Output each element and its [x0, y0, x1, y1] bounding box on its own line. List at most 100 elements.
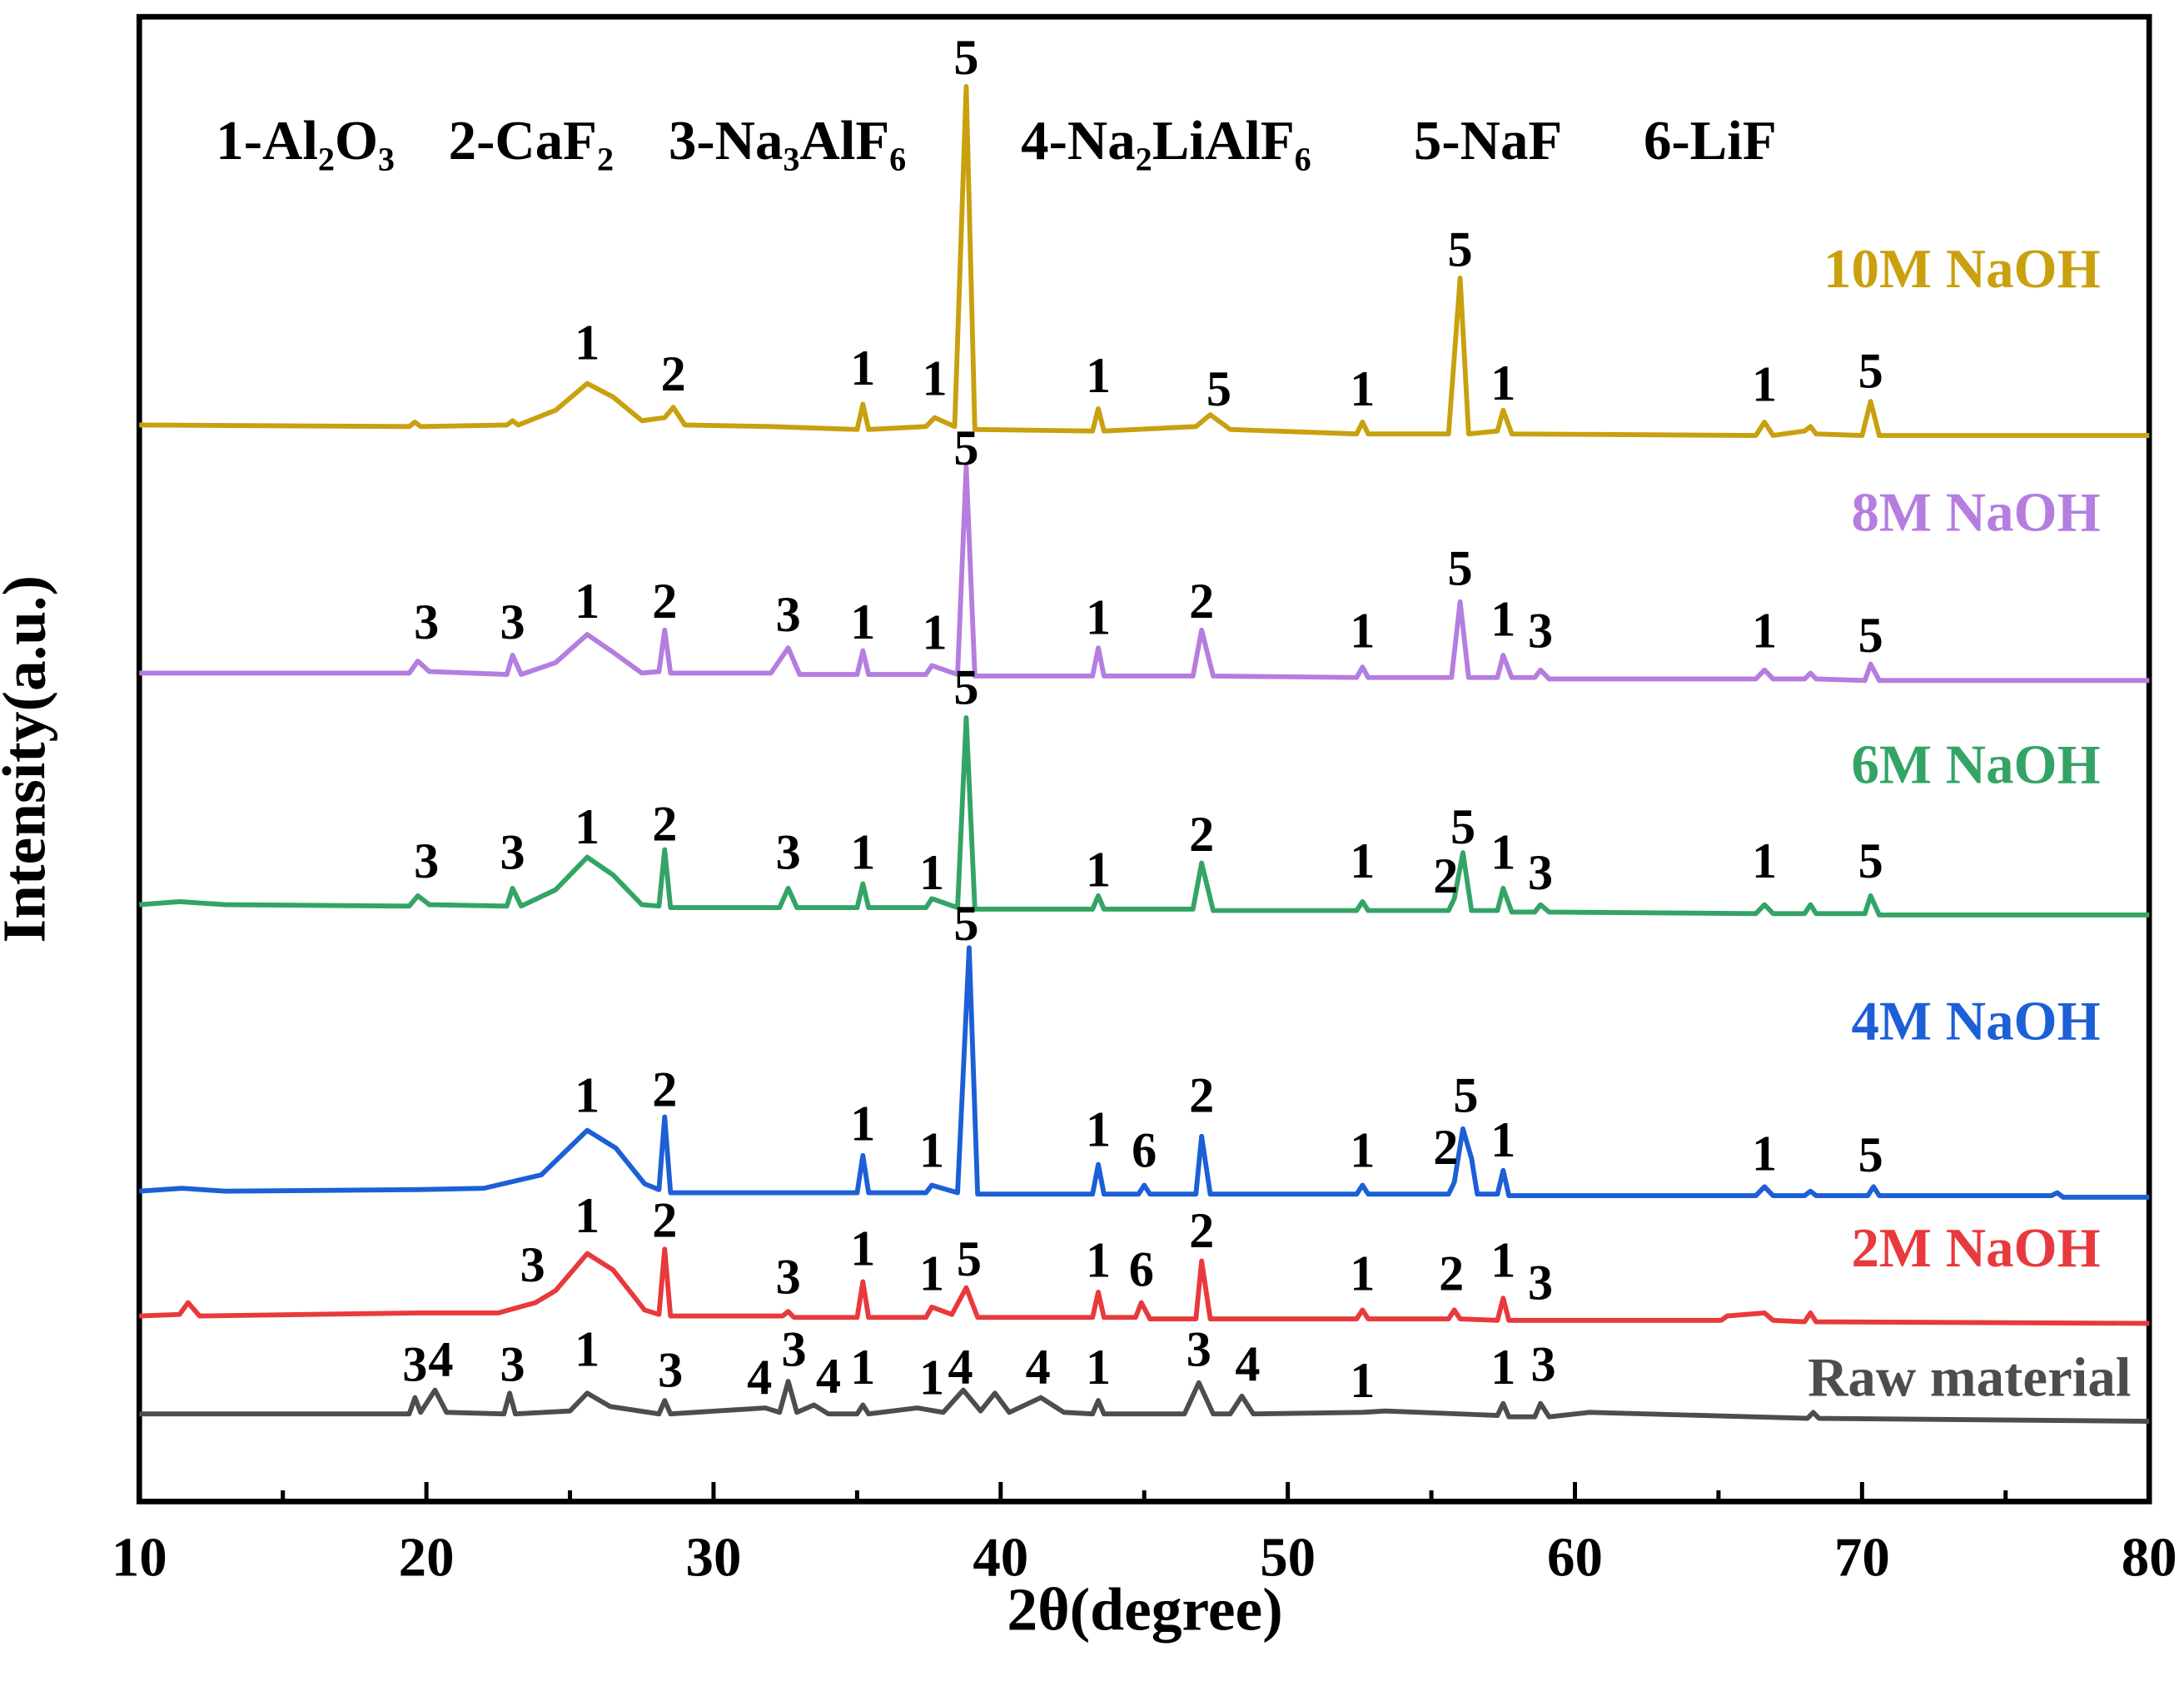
peak-label: 5: [953, 420, 978, 476]
peak-label: 6: [1132, 1123, 1157, 1179]
peak-label: 2: [652, 1193, 677, 1249]
peak-label: 1: [1350, 1123, 1375, 1179]
peak-label: 1: [1752, 357, 1777, 413]
series-label: 2M NaOH: [1851, 1217, 2100, 1279]
peak-label: 1: [850, 1340, 875, 1395]
peak-label: 1: [1350, 1353, 1375, 1409]
peak-label: 3: [1528, 1255, 1553, 1311]
peak-label: 1: [1086, 843, 1111, 898]
y-axis-title: Intensity(a.u.): [0, 575, 58, 943]
series-line: [139, 1246, 2150, 1326]
peak-label: 1: [1350, 361, 1375, 417]
peak-label: 1: [575, 1188, 599, 1244]
peak-label: 3: [776, 587, 801, 643]
peak-label: 1: [575, 574, 599, 629]
peak-label: 1: [575, 316, 599, 371]
peak-label: 5: [1206, 361, 1231, 417]
series-line: [139, 715, 2150, 918]
peak-label: 1: [1490, 1233, 1515, 1289]
peak-label: 2: [661, 346, 686, 402]
peak-label: 1: [1490, 1112, 1515, 1168]
series-label: 4M NaOH: [1851, 990, 2100, 1052]
peak-label: 1: [1752, 604, 1777, 659]
peak-label: 4: [747, 1350, 772, 1406]
peak-label: 2: [652, 796, 677, 852]
peak-label: 1: [1490, 1340, 1515, 1395]
peak-label: 5: [957, 1231, 982, 1287]
peak-label: 1: [1752, 833, 1777, 889]
peak-label: 1: [850, 824, 875, 880]
peak-label: 1: [850, 341, 875, 396]
x-tick-label: 70: [1834, 1526, 1890, 1588]
peak-label: 1: [922, 604, 947, 660]
peak-label: 1: [1490, 824, 1515, 880]
peak-label: 3: [781, 1322, 806, 1378]
peak-label: 5: [1858, 1127, 1883, 1183]
x-tick-label: 10: [112, 1526, 167, 1588]
peak-label: 1: [919, 1246, 944, 1302]
peak-label: 1: [1350, 604, 1375, 659]
peak-label: 4: [1235, 1337, 1260, 1393]
peak-label: 3: [500, 1337, 525, 1393]
peak-label: 1: [1752, 1126, 1777, 1181]
peak-label: 5: [1858, 608, 1883, 664]
peak-label: 1: [850, 594, 875, 650]
series-line: [139, 945, 2150, 1200]
peak-label: 2: [1189, 1203, 1214, 1259]
peak-label: 3: [1531, 1337, 1556, 1393]
peak-label: 4: [816, 1349, 841, 1405]
peak-label: 5: [1448, 221, 1473, 277]
peak-label: 4: [948, 1340, 973, 1395]
peak-label: 1: [850, 1221, 875, 1276]
peak-label: 1: [1086, 1102, 1111, 1158]
phase-key: 6-LiF: [1644, 110, 1777, 172]
peak-label: 1: [850, 1097, 875, 1152]
peak-label: 5: [1450, 799, 1475, 855]
series-line: [139, 84, 2150, 438]
peak-label: 1: [575, 799, 599, 855]
peak-label: 3: [1187, 1322, 1211, 1378]
series-label: 6M NaOH: [1851, 734, 2100, 796]
peak-label: 1: [1350, 833, 1375, 889]
peak-label: 4: [1026, 1340, 1051, 1395]
series-line: [139, 1379, 2150, 1424]
peak-label: 1: [575, 1322, 599, 1378]
peak-label: 1: [919, 1350, 944, 1406]
series-label: 8M NaOH: [1851, 482, 2100, 544]
series-label: Raw material: [1808, 1347, 2131, 1409]
peak-label: 4: [428, 1332, 453, 1388]
peak-label: 1: [1086, 1233, 1111, 1289]
x-tick-label: 40: [973, 1526, 1028, 1588]
peak-label: 3: [500, 824, 525, 880]
phase-key: 1-Al₂O₃: [216, 110, 395, 172]
peak-label: 1: [922, 351, 947, 406]
phase-key: 4-Na₂LiAlF₆: [1021, 110, 1311, 172]
x-tick-label: 50: [1260, 1526, 1316, 1588]
peak-label: 3: [414, 594, 439, 650]
peak-label: 3: [776, 1249, 801, 1305]
phase-key: 3-Na₃AlF₆: [669, 110, 906, 172]
peak-label: 1: [1490, 591, 1515, 647]
peak-label: 1: [1490, 356, 1515, 411]
x-tick-label: 60: [1547, 1526, 1603, 1588]
peak-label: 2: [1439, 1246, 1464, 1302]
x-axis-title: 2θ(degree): [1007, 1574, 1282, 1643]
peak-label: 3: [414, 833, 439, 889]
peak-label: 5: [1453, 1068, 1478, 1124]
peak-label: 2: [1189, 574, 1214, 629]
peak-label: 5: [1858, 344, 1883, 400]
peak-label: 5: [953, 659, 978, 715]
series-line: [139, 464, 2150, 684]
peak-label: 2: [652, 574, 677, 629]
peak-label: 2: [1189, 1068, 1214, 1124]
peak-label: 1: [1086, 1340, 1111, 1395]
phase-key: 5-NaF: [1414, 110, 1562, 172]
series-label: 10M NaOH: [1823, 238, 2101, 300]
peak-label: 3: [1528, 604, 1553, 659]
x-tick-label: 20: [399, 1526, 455, 1588]
peak-label: 1: [919, 1123, 944, 1179]
peak-label: 2: [1189, 807, 1214, 863]
peak-label: 5: [1448, 541, 1473, 597]
